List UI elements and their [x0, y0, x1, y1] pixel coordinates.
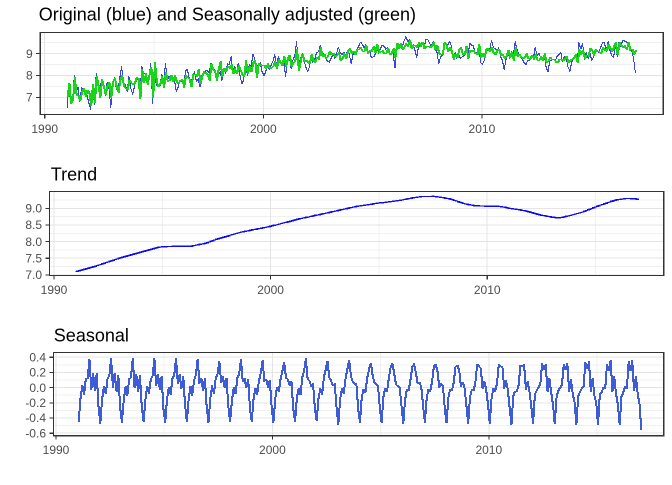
svg-text:0.0: 0.0	[29, 381, 46, 395]
svg-text:0.4: 0.4	[29, 350, 46, 364]
svg-text:Seasonal: Seasonal	[54, 325, 129, 345]
svg-text:9: 9	[26, 47, 33, 61]
svg-text:8: 8	[26, 69, 33, 83]
svg-text:Original (blue) and Seasonally: Original (blue) and Seasonally adjusted …	[39, 4, 416, 24]
svg-text:9.0: 9.0	[25, 202, 42, 216]
svg-text:7.0: 7.0	[25, 268, 42, 282]
svg-text:-0.6: -0.6	[25, 426, 46, 440]
svg-text:2010: 2010	[474, 283, 501, 297]
svg-text:1990: 1990	[41, 283, 68, 297]
svg-text:7.5: 7.5	[25, 251, 42, 265]
svg-text:2000: 2000	[257, 283, 284, 297]
svg-text:8.0: 8.0	[25, 235, 42, 249]
svg-text:2000: 2000	[259, 443, 286, 457]
svg-text:-0.4: -0.4	[25, 411, 46, 425]
svg-text:2010: 2010	[469, 122, 496, 136]
svg-text:Trend: Trend	[51, 165, 97, 185]
svg-text:2010: 2010	[475, 443, 502, 457]
svg-text:1990: 1990	[43, 443, 70, 457]
svg-text:0.2: 0.2	[29, 366, 46, 380]
svg-text:-0.2: -0.2	[25, 396, 46, 410]
svg-text:7: 7	[26, 91, 33, 105]
svg-text:8.5: 8.5	[25, 218, 42, 232]
svg-text:1990: 1990	[31, 122, 58, 136]
svg-text:2000: 2000	[250, 122, 277, 136]
